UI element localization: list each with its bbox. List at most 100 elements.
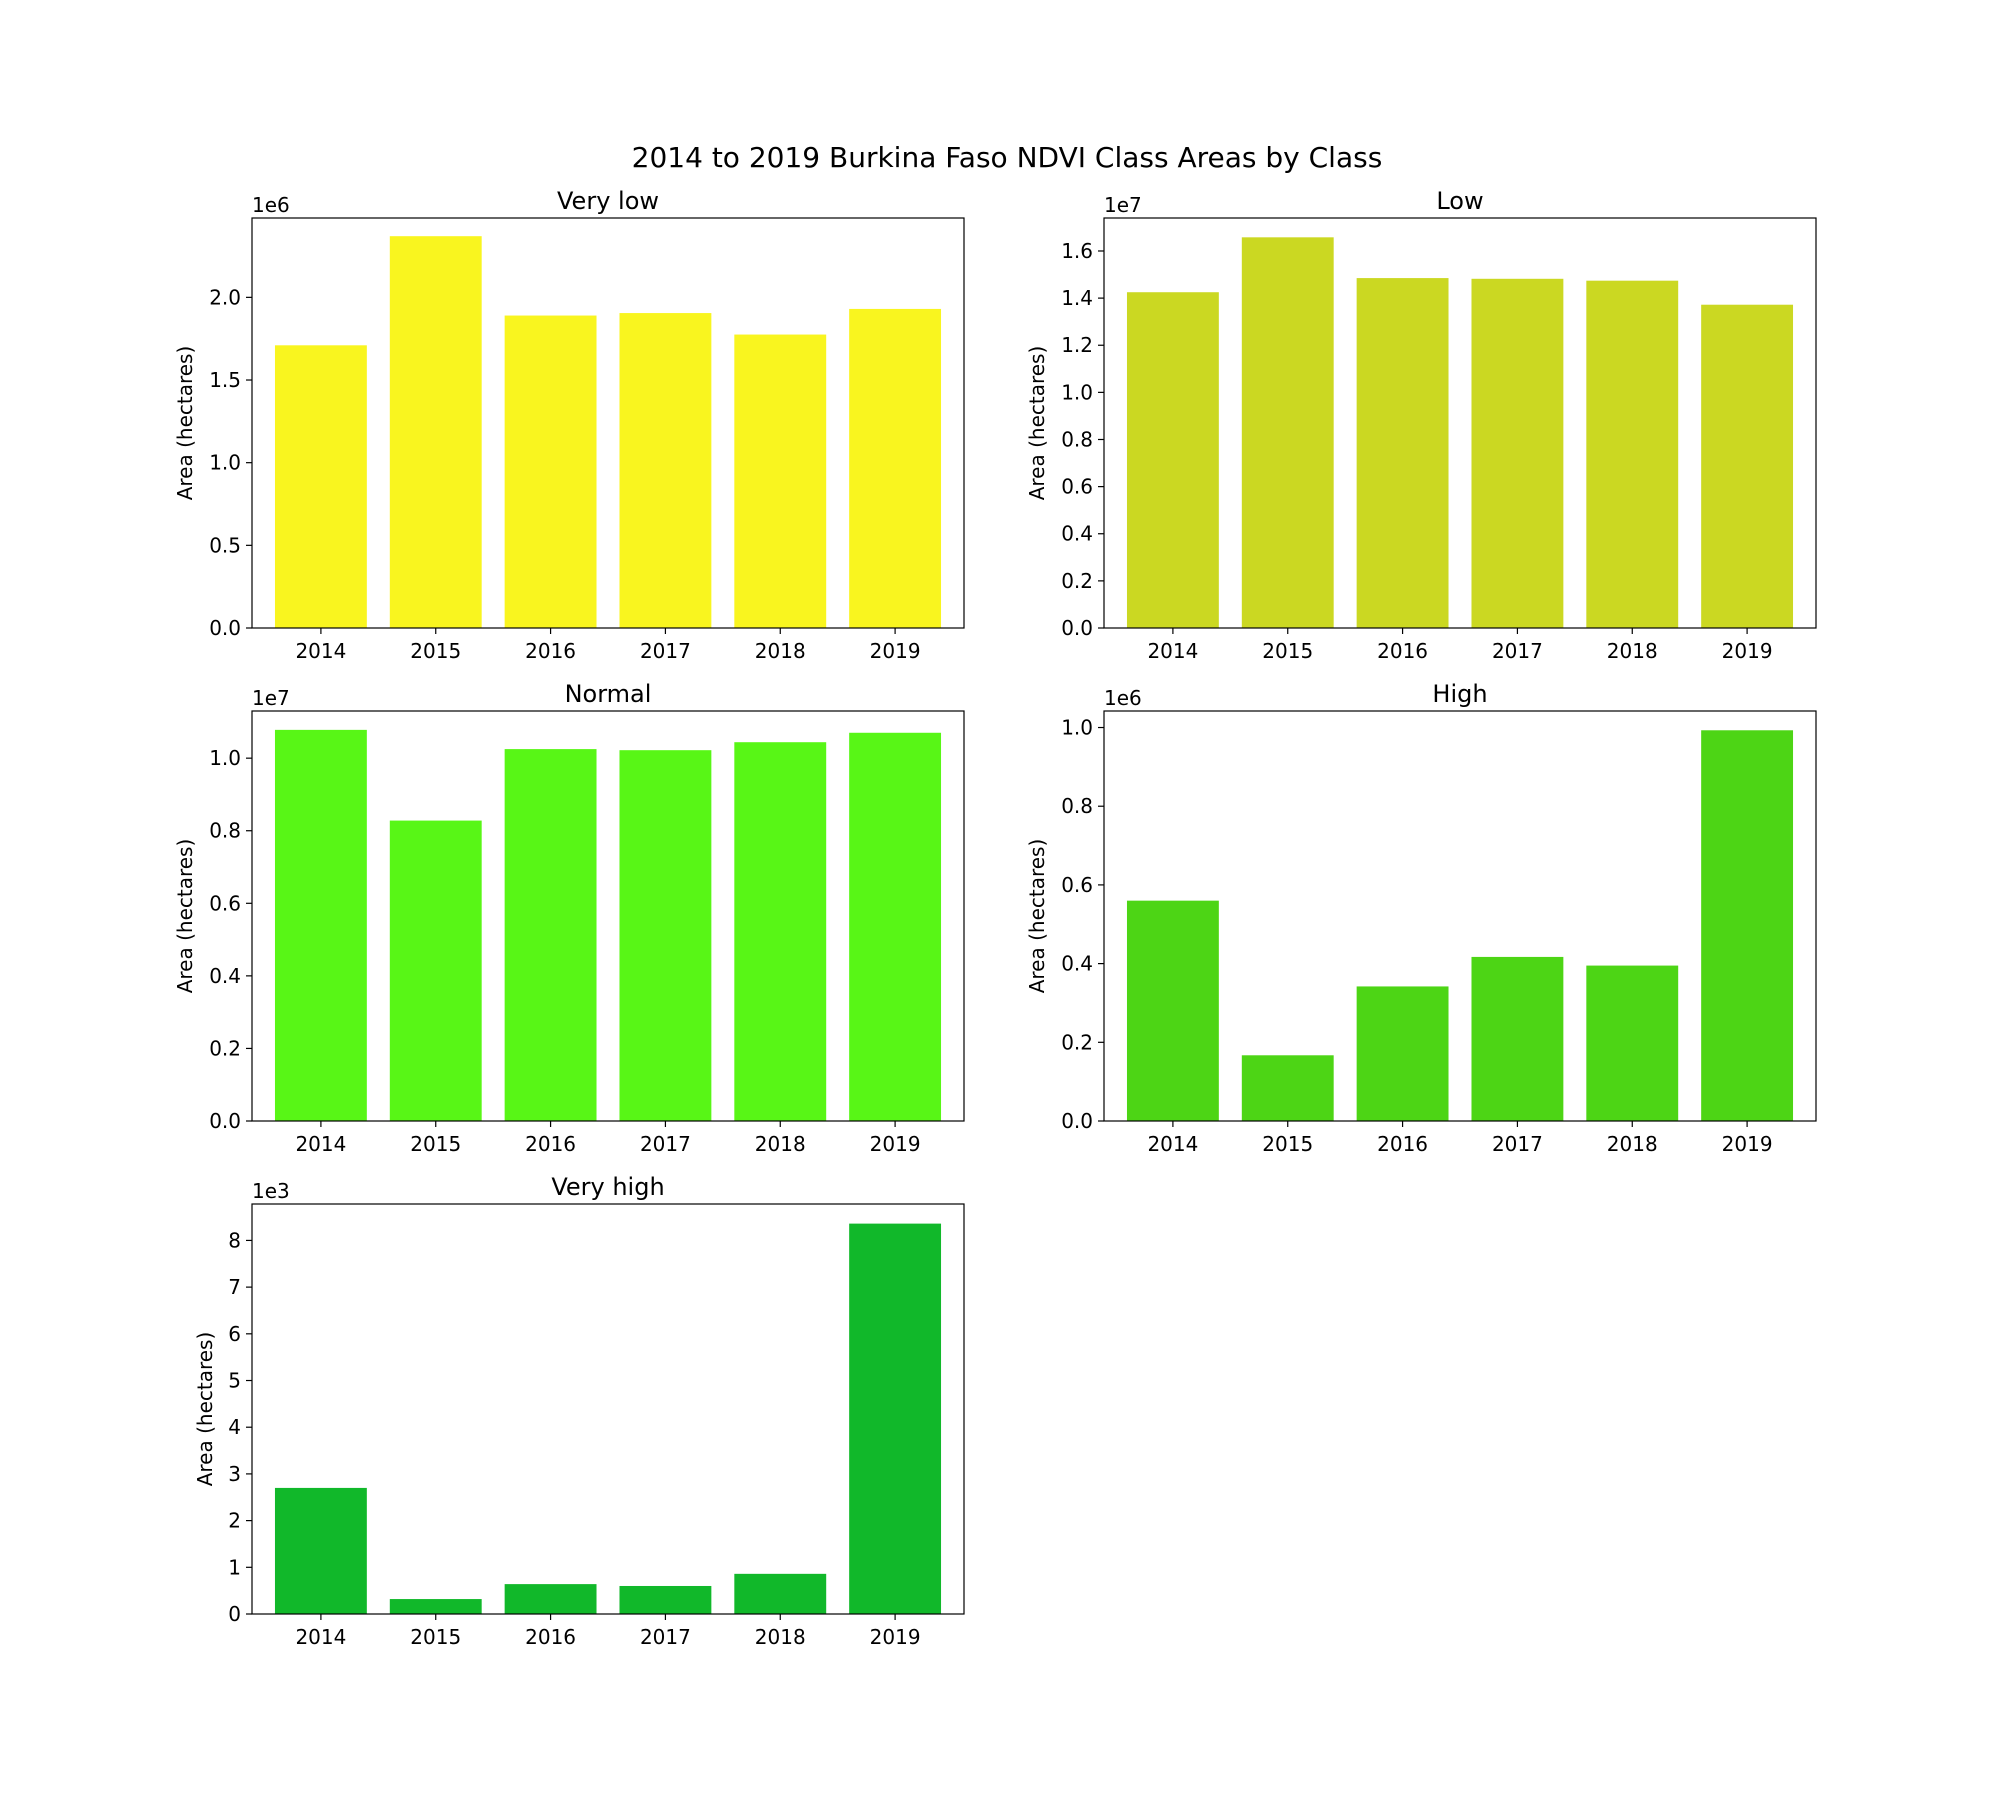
y-tick-label: 1.2 [1061, 333, 1093, 357]
y-tick-label: 1.6 [1061, 239, 1093, 263]
x-tick-label: 2014 [295, 1625, 346, 1649]
axes-frame [251, 710, 965, 1122]
x-tick-label: 2018 [755, 1625, 806, 1649]
bar-2016 [1356, 278, 1449, 628]
x-tick-label: 2019 [870, 639, 921, 663]
bar-2015 [389, 236, 482, 628]
bar-2016 [504, 315, 597, 628]
figure-title: 2014 to 2019 Burkina Faso NDVI Class Are… [632, 141, 1383, 174]
y-tick-label: 5 [228, 1369, 241, 1393]
subplot-title: High [1432, 680, 1487, 708]
y-offset-label: 1e3 [252, 1179, 290, 1203]
y-tick-label: 0.8 [1061, 794, 1093, 818]
bar-2015 [389, 820, 482, 1121]
y-tick-label: 0.4 [1061, 952, 1093, 976]
bar-2017 [1471, 956, 1564, 1121]
bar-2018 [734, 1573, 827, 1614]
subplot-title: Normal [565, 680, 652, 708]
y-tick-label: 0.2 [1061, 1030, 1093, 1054]
y-tick-label: 0.0 [209, 1109, 241, 1133]
y-offset-label: 1e7 [252, 686, 290, 710]
bar-2018 [734, 742, 827, 1121]
bar-2019 [1701, 304, 1794, 628]
y-tick-label: 1.4 [1061, 286, 1093, 310]
y-tick-label: 0.0 [1061, 1109, 1093, 1133]
x-tick-label: 2015 [410, 639, 461, 663]
x-tick-label: 2015 [410, 1132, 461, 1156]
bar-2019 [849, 1223, 942, 1614]
y-tick-label: 1.5 [209, 368, 241, 392]
bar-2019 [849, 732, 942, 1121]
y-offset-label: 1e6 [252, 193, 290, 217]
subplot-1: 2014 2015 2016 2017 2018 2019 0.0 0.2 0.4 0.6 0.8 1… [1025, 187, 1817, 663]
bar-2015 [1241, 237, 1334, 628]
bar-2018 [734, 334, 827, 628]
x-tick-label: 2016 [1377, 639, 1428, 663]
x-tick-label: 2018 [755, 639, 806, 663]
y-tick-label: 0.0 [209, 616, 241, 640]
bar-2015 [1241, 1055, 1334, 1121]
subplot-0: 2014 2015 2016 2017 2018 2019 0.0 0.5 1.0 1.5 2.0 V… [173, 187, 965, 663]
x-tick-label: 2016 [525, 639, 576, 663]
x-tick-label: 2017 [1492, 1132, 1543, 1156]
x-tick-label: 2014 [1147, 1132, 1198, 1156]
x-tick-label: 2017 [1492, 639, 1543, 663]
y-tick-label: 7 [228, 1275, 241, 1299]
bar-2016 [504, 749, 597, 1121]
y-tick-label: 4 [228, 1415, 241, 1439]
bar-2015 [389, 1599, 482, 1614]
bar-2014 [274, 729, 367, 1121]
x-tick-label: 2016 [525, 1625, 576, 1649]
y-offset-label: 1e6 [1104, 686, 1142, 710]
bar-2014 [1126, 292, 1219, 628]
y-tick-label: 0.2 [209, 1036, 241, 1060]
x-tick-label: 2019 [870, 1132, 921, 1156]
y-tick-label: 1.0 [209, 451, 241, 475]
y-tick-label: 1.0 [209, 746, 241, 770]
y-tick-label: 2 [228, 1509, 241, 1533]
x-tick-label: 2018 [1607, 639, 1658, 663]
x-tick-label: 2015 [1262, 1132, 1313, 1156]
subplot-title: Low [1436, 187, 1483, 215]
y-axis-label: Area (hectares) [173, 346, 197, 501]
x-tick-label: 2017 [640, 1625, 691, 1649]
bar-2017 [619, 313, 712, 628]
x-tick-label: 2018 [755, 1132, 806, 1156]
y-tick-label: 0.6 [209, 891, 241, 915]
x-tick-label: 2017 [640, 1132, 691, 1156]
y-tick-label: 0 [228, 1602, 241, 1626]
x-tick-label: 2014 [295, 639, 346, 663]
x-tick-label: 2019 [870, 1625, 921, 1649]
y-tick-label: 1 [228, 1555, 241, 1579]
x-tick-label: 2016 [525, 1132, 576, 1156]
subplots: 2014 2015 2016 2017 2018 20190.00.51.01.52.0V… [173, 187, 1817, 1649]
axes-frame [251, 1203, 965, 1615]
y-tick-label: 0.4 [1061, 522, 1093, 546]
y-axis-label: Area (hectares) [173, 839, 197, 994]
subplot-title: Very high [551, 1173, 664, 1201]
subplot-title: Very low [557, 187, 659, 215]
y-tick-label: 0.2 [1061, 569, 1093, 593]
y-tick-label: 0.4 [209, 964, 241, 988]
axes-frame [1103, 217, 1817, 629]
y-tick-label: 6 [228, 1322, 241, 1346]
y-tick-label: 3 [228, 1462, 241, 1486]
x-tick-label: 2014 [1147, 639, 1198, 663]
subplot-4: 2014 2015 2016 2017 2018 2019 0 1 2 3 4 5 6 7 8 Very hi… [193, 1173, 965, 1649]
bar-2017 [1471, 278, 1564, 628]
x-tick-label: 2016 [1377, 1132, 1428, 1156]
y-tick-label: 0.5 [209, 533, 241, 557]
y-tick-label: 0.8 [209, 819, 241, 843]
bar-2014 [1126, 900, 1219, 1121]
axes-frame [1103, 710, 1817, 1122]
bar-2016 [504, 1584, 597, 1614]
x-tick-label: 2019 [1722, 1132, 1773, 1156]
y-axis-label: Area (hectares) [193, 1332, 217, 1487]
y-tick-label: 0.8 [1061, 427, 1093, 451]
bar-2018 [1586, 280, 1679, 628]
bar-2019 [1701, 730, 1794, 1121]
x-tick-label: 2018 [1607, 1132, 1658, 1156]
x-tick-label: 2015 [410, 1625, 461, 1649]
y-axis-label: Area (hectares) [1025, 839, 1049, 994]
